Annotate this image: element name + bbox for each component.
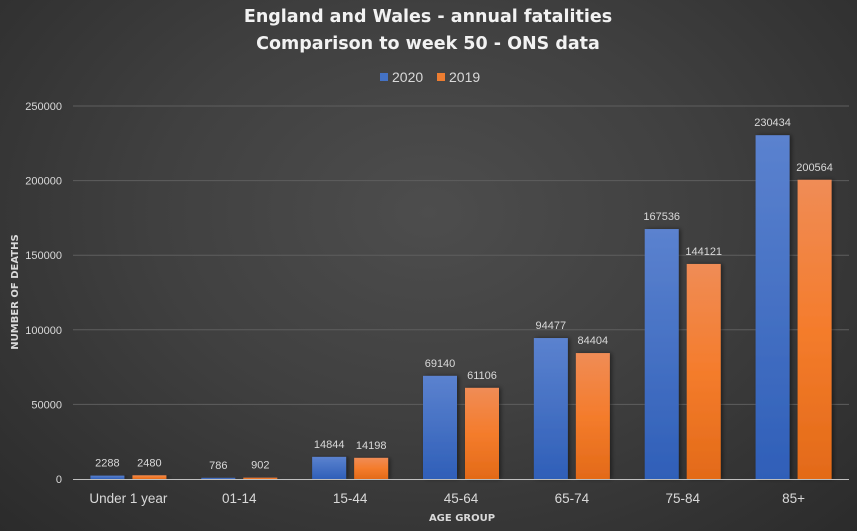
bar-2020-3 <box>423 375 457 479</box>
x-tick-label: 45-64 <box>444 491 479 506</box>
bar-2019-5 <box>686 263 721 479</box>
data-label-2019-2: 14198 <box>356 440 387 452</box>
bar-2020-6 <box>755 135 790 479</box>
y-tick-label: 50000 <box>31 399 62 411</box>
legend: 2020 2019 <box>380 69 480 85</box>
x-tick-label: 75-84 <box>665 491 700 506</box>
data-label-2020-2: 14844 <box>314 439 345 451</box>
bar-2019-4 <box>575 353 610 479</box>
chart-title-line-1: England and Wales - annual fatalities <box>244 7 612 27</box>
y-tick-label: 250000 <box>25 101 62 113</box>
y-tick-label: 0 <box>56 474 62 486</box>
gridlines <box>73 105 849 405</box>
y-tick-label: 200000 <box>25 176 62 188</box>
data-label-2019-3: 61106 <box>467 370 497 382</box>
data-label-2020-6: 230434 <box>754 117 791 129</box>
data-label-2019-5: 144121 <box>685 246 722 258</box>
y-axis-ticks: 0 50000 100000 150000 200000 250000 <box>25 101 62 486</box>
data-label-2019-0: 2480 <box>137 457 161 469</box>
bar-2020-2 <box>312 456 347 479</box>
x-axis-ticks: Under 1 year 01-14 15-44 45-64 65-74 75-84 85+ <box>89 491 805 506</box>
data-labels: 2288 2480 786 902 14844 14198 69140 61106 94477 8… <box>95 117 833 472</box>
bar-2020-5 <box>644 229 679 479</box>
legend-swatch-2020 <box>380 73 388 81</box>
y-axis-title: NUMBER OF DEATHS <box>10 234 21 349</box>
bar-2019-1 <box>243 477 278 479</box>
legend-label-2020: 2020 <box>392 69 423 85</box>
y-tick-label: 150000 <box>25 250 62 262</box>
x-axis-title: AGE GROUP <box>429 513 495 524</box>
data-label-2020-3: 69140 <box>425 358 456 370</box>
bar-2020-4 <box>533 338 568 479</box>
bar-2019-3 <box>465 387 499 479</box>
bars <box>90 135 832 479</box>
legend-swatch-2019 <box>437 73 445 81</box>
x-tick-label: 15-44 <box>333 491 368 506</box>
x-tick-label: 65-74 <box>555 491 590 506</box>
data-label-2020-4: 94477 <box>536 320 567 332</box>
bar-2019-2 <box>354 457 389 479</box>
data-label-2019-6: 200564 <box>796 162 833 174</box>
x-tick-label: 01-14 <box>222 491 257 506</box>
chart-title-line-2: Comparison to week 50 - ONS data <box>256 34 600 54</box>
legend-label-2019: 2019 <box>449 69 480 85</box>
bar-2019-6 <box>797 179 832 479</box>
bar-2020-1 <box>201 477 236 479</box>
bar-2019-0 <box>132 475 167 479</box>
y-tick-label: 100000 <box>25 325 62 337</box>
x-tick-label: 85+ <box>782 491 805 506</box>
x-tick-label: Under 1 year <box>89 491 168 506</box>
data-label-2019-4: 84404 <box>578 335 609 347</box>
chart-title: England and Wales - annual fatalities Co… <box>244 7 612 54</box>
data-label-2019-1: 902 <box>251 460 269 472</box>
data-label-2020-1: 786 <box>209 460 227 472</box>
data-label-2020-5: 167536 <box>643 211 680 223</box>
bar-2020-0 <box>90 475 125 479</box>
data-label-2020-0: 2288 <box>95 458 119 470</box>
